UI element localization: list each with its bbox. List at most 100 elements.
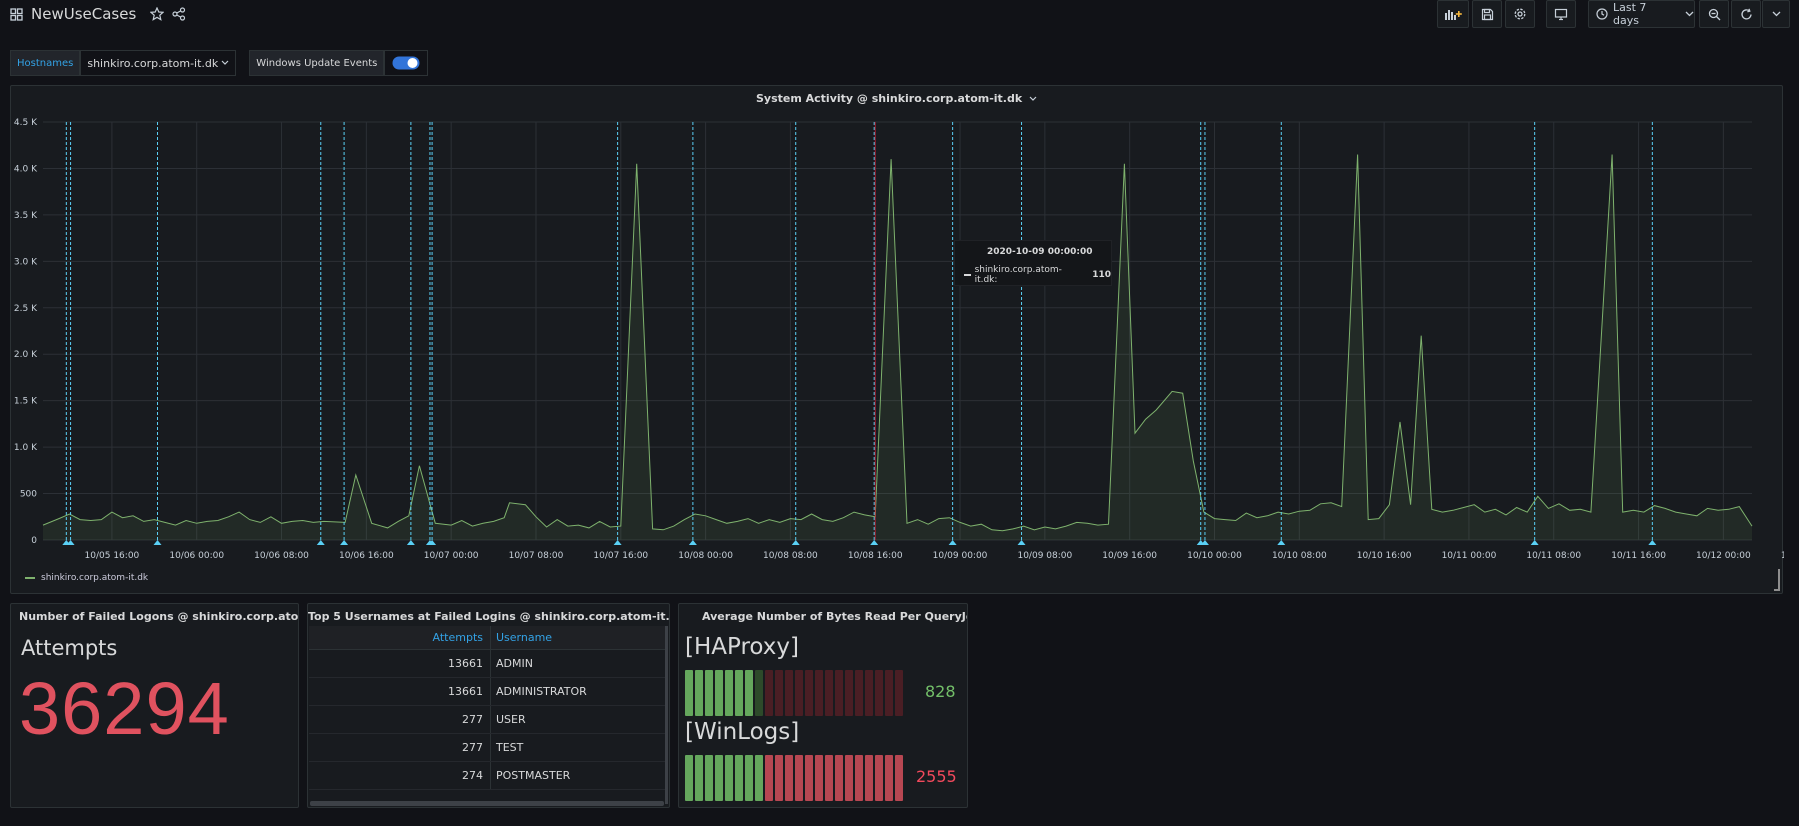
refresh-button[interactable] [1731,0,1761,28]
x-tick-label: 10/10 00:00 [1187,551,1242,561]
y-tick-label: 3.5 K [14,211,38,221]
bar-gauge-cells [685,670,903,716]
tv-mode-button[interactable] [1546,0,1576,28]
share-icon[interactable] [172,7,186,21]
bar-gauge-cell [815,755,823,801]
bar-gauge-cell [875,670,883,716]
y-tick-label: 500 [20,490,37,500]
table-row[interactable]: 277 TEST [309,734,666,762]
bytes-read-panel-title[interactable]: Average Number of Bytes Read Per QueryJo… [702,610,967,623]
table-row[interactable]: 13661 ADMIN [309,650,666,678]
bar-gauge-cell [695,755,703,801]
cell-username: ADMIN [490,650,666,677]
panel-title-text: System Activity @ shinkiro.corp.atom-it.… [755,92,1023,105]
failed-logons-panel-title[interactable]: Number of Failed Logons @ shinkiro.corp.… [19,610,298,623]
bar-gauge-cell [745,755,753,801]
tooltip-value: 110 [1092,270,1111,280]
legend-series-label[interactable]: shinkiro.corp.atom-it.dk [41,573,149,583]
annotation-marker[interactable] [1017,540,1026,545]
column-header-username[interactable]: Username [490,626,666,649]
top-usernames-panel: Top 5 Usernames at Failed Logins @ shink… [307,603,670,808]
apps-grid-icon[interactable] [10,7,23,21]
table-horizontal-scrollbar[interactable] [310,801,664,806]
top-navbar: NewUseCases [0,0,1799,30]
save-icon [1481,8,1494,21]
settings-button[interactable] [1505,0,1535,28]
zoom-out-icon [1708,8,1721,21]
cell-username: POSTMASTER [490,762,666,789]
refresh-interval-dropdown[interactable] [1762,0,1790,28]
bar-gauge-cell [825,670,833,716]
column-header-attempts[interactable]: Attempts [432,631,483,644]
system-activity-panel-title[interactable]: System Activity @ shinkiro.corp.atom-it.… [11,92,1782,105]
series-line[interactable] [42,154,1753,532]
x-tick-label: 10/06 16:00 [339,551,394,561]
add-panel-button[interactable] [1437,0,1469,28]
annotation-marker[interactable] [66,540,75,545]
bar-gauge-cell [875,755,883,801]
annotation-marker[interactable] [1200,540,1209,545]
annotation-marker[interactable] [613,540,622,545]
table-row[interactable]: 277 USER [309,706,666,734]
star-icon[interactable] [150,7,165,21]
cell-username: ADMINISTRATOR [490,678,666,705]
bar-gauge-cell [685,755,693,801]
bar-gauge-cell [745,670,753,716]
annotation-marker[interactable] [688,540,697,545]
annotation-marker[interactable] [1530,540,1539,545]
chevron-down-icon [1029,96,1037,102]
table-vertical-scrollbar[interactable] [665,626,668,804]
top-usernames-panel-title[interactable]: Top 5 Usernames at Failed Logins @ shink… [308,610,669,623]
add-panel-icon [1444,7,1462,21]
annotation-marker[interactable] [948,540,957,545]
windows-update-events-label: Windows Update Events [249,50,385,76]
annotation-marker[interactable] [340,540,349,545]
clock-icon [1596,8,1608,20]
x-tick-label: 10/09 16:00 [1102,551,1157,561]
bar-gauge-cell [725,755,733,801]
graph-tooltip: 2020-10-09 00:00:00 shinkiro.corp.atom-i… [954,240,1112,286]
annotation-marker[interactable] [1277,540,1286,545]
annotation-marker[interactable] [316,540,325,545]
tooltip-time: 2020-10-09 00:00:00 [987,247,1093,257]
y-tick-label: 3.0 K [14,257,38,267]
cell-attempts: 277 [462,741,483,754]
table-row[interactable]: 13661 ADMINISTRATOR [309,678,666,706]
annotation-marker[interactable] [1648,540,1657,545]
cell-attempts: 13661 [448,685,483,698]
dashboard-title-group: NewUseCases [10,5,186,23]
hostnames-variable-select[interactable]: shinkiro.corp.atom-it.dk [80,50,237,76]
bar-gauge-cell [845,755,853,801]
annotation-marker[interactable] [791,540,800,545]
dashboard-title[interactable]: NewUseCases [31,5,137,23]
bar-gauge-cell [785,670,793,716]
chevron-down-icon [1685,11,1694,17]
x-tick-label: 10/11 16:00 [1611,551,1666,561]
x-tick-label: 10/06 08:00 [254,551,309,561]
cell-username: USER [490,706,666,733]
annotation-marker[interactable] [870,540,879,545]
x-tick-label: 10/12 00:00 [1696,551,1751,561]
time-picker-button[interactable]: Last 7 days [1588,0,1695,28]
y-tick-label: 2.0 K [14,350,38,360]
system-activity-graph[interactable]: 0 500 1.0 K 1.5 K 2.0 K 2.5 K 3.0 K 3.5 K 4.0 K 4… [11,86,1784,595]
graph-legend: shinkiro.corp.atom-it.dk [25,573,148,583]
gear-icon [1513,7,1527,21]
bar-gauge-cell [765,670,773,716]
annotation-marker[interactable] [428,540,437,545]
bar-gauge-cell [805,755,813,801]
bar-gauge-cell [785,755,793,801]
y-tick-label: 1.0 K [14,443,38,453]
annotation-marker[interactable] [406,540,415,545]
panel-resize-handle[interactable] [1774,569,1780,591]
bar-gauge-cell [735,755,743,801]
x-tick-label: 10/07 08:00 [509,551,564,561]
table-row[interactable]: 274 POSTMASTER [309,762,666,790]
save-dashboard-button[interactable] [1472,0,1502,28]
bar-gauge-cell [865,670,873,716]
zoom-out-button[interactable] [1699,0,1729,28]
windows-update-events-toggle[interactable] [384,50,429,76]
annotation-marker[interactable] [153,540,162,545]
x-tick-label: 10/06 00:00 [169,551,224,561]
tooltip-series: shinkiro.corp.atom-it.dk: [974,265,1062,285]
